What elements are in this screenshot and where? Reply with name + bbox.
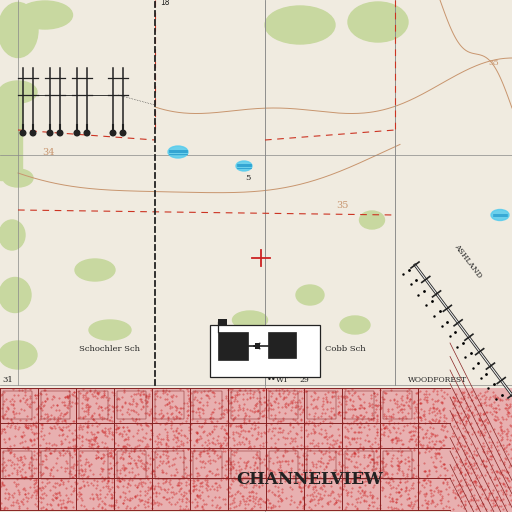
Circle shape xyxy=(30,130,36,136)
Bar xyxy=(41,451,70,479)
Bar xyxy=(231,391,260,419)
Text: 35: 35 xyxy=(336,201,348,210)
Circle shape xyxy=(110,130,116,136)
Text: WOODFOREST: WOODFOREST xyxy=(408,376,467,384)
Bar xyxy=(79,451,108,479)
Circle shape xyxy=(57,130,63,136)
Bar xyxy=(383,391,412,419)
Bar xyxy=(193,451,222,479)
Bar xyxy=(210,325,320,377)
Circle shape xyxy=(47,130,53,136)
Bar xyxy=(269,391,298,419)
Text: 31: 31 xyxy=(2,376,13,384)
Ellipse shape xyxy=(17,1,73,29)
Bar xyxy=(41,391,70,419)
Bar xyxy=(3,391,32,419)
Circle shape xyxy=(20,130,26,136)
Ellipse shape xyxy=(3,169,33,187)
Bar xyxy=(155,391,184,419)
Text: 34: 34 xyxy=(42,148,54,157)
Bar xyxy=(307,391,336,419)
Ellipse shape xyxy=(0,278,31,312)
Ellipse shape xyxy=(168,146,188,158)
Ellipse shape xyxy=(265,6,335,44)
Text: ••: •• xyxy=(267,375,277,384)
Circle shape xyxy=(84,130,90,136)
Bar xyxy=(383,451,412,479)
Bar xyxy=(255,343,260,349)
Polygon shape xyxy=(450,388,512,512)
Bar xyxy=(155,451,184,479)
Bar xyxy=(0,388,450,510)
Bar xyxy=(218,319,227,325)
Text: Schochler Sch: Schochler Sch xyxy=(79,345,140,353)
Text: 35: 35 xyxy=(488,59,499,67)
Circle shape xyxy=(120,130,126,136)
Text: CHANNELVIEW: CHANNELVIEW xyxy=(237,472,383,488)
Bar xyxy=(218,332,248,360)
Circle shape xyxy=(74,130,80,136)
Ellipse shape xyxy=(75,259,115,281)
Ellipse shape xyxy=(236,161,252,171)
Text: 18: 18 xyxy=(160,0,169,7)
Bar xyxy=(345,451,374,479)
Ellipse shape xyxy=(232,311,267,329)
Bar xyxy=(269,451,298,479)
Ellipse shape xyxy=(491,209,509,221)
Ellipse shape xyxy=(348,2,408,42)
Bar xyxy=(0,95,22,180)
Bar xyxy=(3,451,32,479)
Ellipse shape xyxy=(340,316,370,334)
Ellipse shape xyxy=(296,285,324,305)
Bar xyxy=(345,391,374,419)
Text: WT: WT xyxy=(276,376,289,384)
Text: ASHLAND: ASHLAND xyxy=(452,243,483,280)
Bar xyxy=(268,332,296,358)
Ellipse shape xyxy=(0,341,37,369)
Ellipse shape xyxy=(359,211,385,229)
Bar xyxy=(117,451,146,479)
Bar xyxy=(79,391,108,419)
Text: Cobb Sch: Cobb Sch xyxy=(325,345,366,353)
Ellipse shape xyxy=(0,3,38,57)
Text: 5: 5 xyxy=(245,174,250,182)
Text: 29: 29 xyxy=(299,376,309,384)
Bar xyxy=(231,451,260,479)
Bar xyxy=(193,391,222,419)
Bar xyxy=(307,451,336,479)
Bar xyxy=(117,391,146,419)
Ellipse shape xyxy=(0,220,25,250)
Ellipse shape xyxy=(0,81,37,103)
Ellipse shape xyxy=(89,320,131,340)
